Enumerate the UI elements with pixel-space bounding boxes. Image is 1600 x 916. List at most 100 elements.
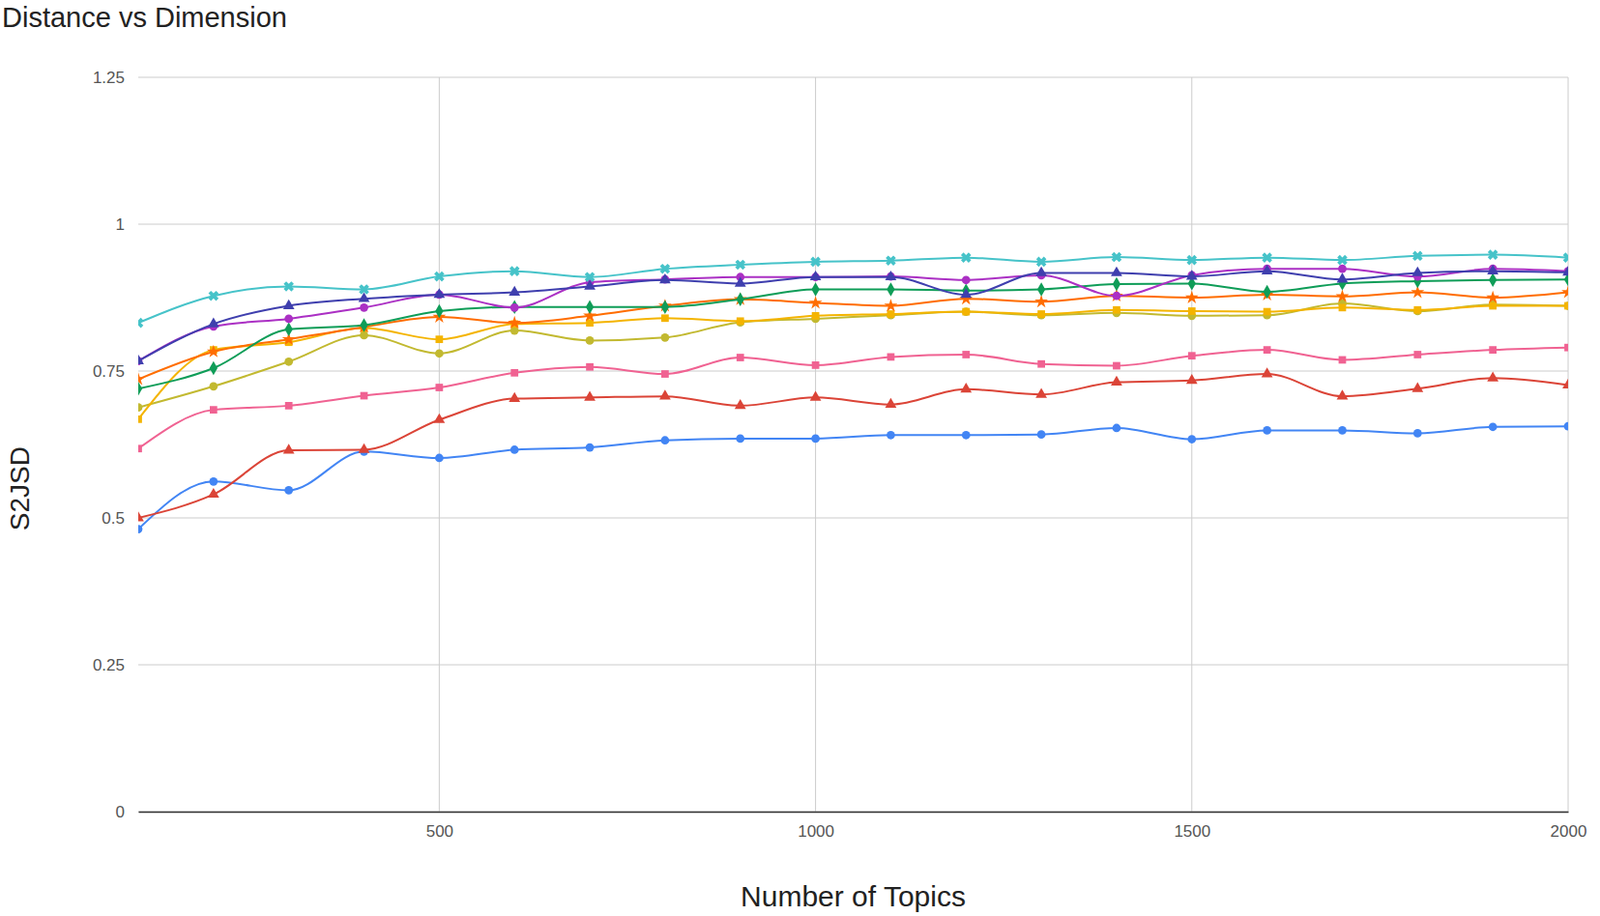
series-marker [1186, 374, 1198, 384]
series-marker [581, 269, 598, 286]
series-marker [657, 261, 673, 277]
series [138, 299, 1569, 412]
series-marker [283, 443, 295, 454]
series-marker [285, 322, 293, 337]
y-tick-label: 1 [116, 215, 125, 234]
series-marker [508, 392, 521, 403]
series-marker [138, 381, 143, 396]
series-marker [1413, 350, 1422, 359]
series-marker [659, 389, 671, 400]
series-marker [208, 477, 218, 487]
series-marker [359, 331, 369, 341]
series-line [138, 348, 1569, 450]
x-axis-title: Number of Topics [740, 880, 966, 913]
series-marker [1562, 265, 1569, 276]
series-marker [1037, 430, 1047, 439]
series-marker [209, 406, 218, 414]
x-tick-label: 1500 [1173, 822, 1211, 842]
y-axis-title: S2JSD [4, 446, 35, 531]
series-marker [1411, 266, 1424, 277]
series-marker [435, 383, 443, 392]
series-marker [359, 318, 368, 332]
series-marker [661, 436, 670, 445]
series-marker [961, 431, 971, 440]
series-marker [961, 307, 971, 317]
series-marker [510, 369, 519, 378]
series-marker [885, 270, 898, 281]
series-marker [960, 288, 972, 298]
x-tick: 1000 [797, 812, 835, 842]
y-tick: 1.25 [92, 68, 139, 88]
series-marker [506, 263, 523, 280]
series-marker [138, 315, 146, 331]
x-grid-line [438, 77, 440, 813]
series-marker [1338, 426, 1347, 436]
series-marker [431, 268, 447, 285]
series-marker [1488, 346, 1497, 354]
series-marker [435, 335, 443, 344]
title: Distance vs Dimension [1, 1, 288, 33]
x-axis: 500100015002000 [139, 812, 1588, 842]
series-marker [1112, 291, 1122, 301]
series [138, 264, 1569, 365]
series-marker [583, 391, 596, 402]
series-marker [1112, 362, 1121, 371]
series-marker [284, 315, 293, 324]
series-marker [1337, 272, 1349, 283]
series-marker [138, 524, 143, 534]
series-marker [736, 317, 745, 325]
series-line [138, 279, 1569, 389]
series-marker [961, 308, 970, 317]
y-grid-line [138, 224, 1569, 226]
series-marker [887, 310, 896, 319]
series-line [138, 255, 1569, 324]
y-tick-label: 1.25 [92, 68, 125, 88]
series-marker [1110, 266, 1123, 277]
series-marker [433, 413, 445, 424]
series-group [138, 247, 1569, 534]
series-marker [661, 314, 670, 322]
series-marker [961, 275, 971, 285]
series-marker [1187, 435, 1196, 444]
y-tick: 0.5 [101, 509, 139, 528]
chart: 50010001500200000.250.50.7511.25Distance… [0, 0, 1600, 916]
series-marker [1186, 269, 1198, 280]
series-marker [1037, 310, 1046, 319]
series-marker [958, 250, 974, 266]
y-tick: 0 [116, 803, 139, 822]
series-marker [1035, 388, 1048, 399]
series-marker [1262, 285, 1271, 299]
series-marker [960, 382, 972, 393]
series-marker [281, 279, 297, 295]
series-marker [206, 345, 221, 358]
series-marker [883, 298, 898, 312]
series-marker [507, 316, 522, 329]
series-marker [1564, 302, 1569, 311]
series-marker [661, 370, 670, 379]
series-marker [1263, 308, 1272, 317]
series-line [138, 268, 1569, 361]
y-grid-line [138, 518, 1569, 520]
series-marker [1409, 248, 1426, 264]
series-marker [435, 454, 444, 464]
series-line [138, 292, 1569, 380]
series-marker [811, 282, 819, 296]
series-marker [812, 312, 820, 320]
x-grid-line [814, 77, 816, 813]
series-marker [1037, 360, 1046, 369]
series-marker [734, 399, 747, 409]
series-marker [885, 398, 898, 408]
series-marker [961, 350, 970, 359]
series-marker [508, 286, 521, 296]
series-marker [356, 282, 373, 298]
series-marker [1488, 302, 1497, 311]
series [138, 367, 1569, 522]
x-grid-line [1568, 77, 1570, 813]
series-marker [138, 372, 146, 385]
series-marker [208, 381, 218, 391]
series-marker [435, 304, 443, 319]
series-marker [1037, 311, 1047, 320]
series-marker [510, 303, 520, 313]
series-marker [1259, 250, 1276, 266]
series-marker [205, 288, 222, 304]
